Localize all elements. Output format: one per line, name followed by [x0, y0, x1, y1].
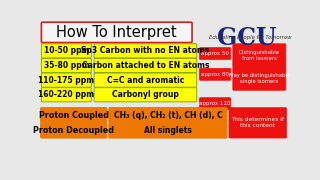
Text: 10-50 ppm: 10-50 ppm — [44, 46, 89, 55]
FancyBboxPatch shape — [41, 44, 91, 58]
Text: All singlets: All singlets — [144, 126, 192, 135]
Text: May be distinguishable
single isomers: May be distinguishable single isomers — [229, 73, 290, 84]
FancyBboxPatch shape — [199, 48, 231, 59]
FancyBboxPatch shape — [41, 88, 91, 102]
Text: C=C and aromatic: C=C and aromatic — [107, 76, 184, 85]
Text: This determines if
this content: This determines if this content — [231, 117, 284, 129]
Text: Sp3 Carbon with no EN atoms: Sp3 Carbon with no EN atoms — [81, 46, 210, 55]
FancyBboxPatch shape — [94, 88, 197, 102]
Text: approx 50: approx 50 — [201, 51, 229, 56]
FancyBboxPatch shape — [199, 68, 231, 80]
FancyBboxPatch shape — [109, 123, 227, 138]
Text: 160-220 ppm: 160-220 ppm — [38, 90, 94, 99]
Text: Educating People for Tomorrow: Educating People for Tomorrow — [209, 35, 291, 40]
FancyBboxPatch shape — [41, 73, 91, 87]
FancyBboxPatch shape — [199, 98, 231, 110]
Text: How To Interpret: How To Interpret — [56, 25, 177, 40]
Text: GCU: GCU — [217, 26, 276, 50]
FancyBboxPatch shape — [109, 108, 227, 123]
Text: Proton Decoupled: Proton Decoupled — [33, 126, 114, 135]
Text: approx 80: approx 80 — [201, 72, 229, 77]
FancyBboxPatch shape — [233, 67, 286, 90]
Text: Carbonyl group: Carbonyl group — [112, 90, 179, 99]
FancyBboxPatch shape — [41, 22, 192, 42]
FancyBboxPatch shape — [94, 44, 197, 58]
FancyBboxPatch shape — [94, 73, 197, 87]
FancyBboxPatch shape — [94, 58, 197, 73]
FancyBboxPatch shape — [41, 123, 107, 138]
FancyBboxPatch shape — [229, 108, 287, 138]
FancyBboxPatch shape — [233, 44, 286, 67]
Text: CH₃ (q), CH₂ (t), CH (d), C: CH₃ (q), CH₂ (t), CH (d), C — [114, 111, 222, 120]
FancyBboxPatch shape — [41, 108, 107, 123]
Text: Carbon attached to EN atoms: Carbon attached to EN atoms — [82, 61, 209, 70]
Text: Distinguishable
from isomers: Distinguishable from isomers — [239, 50, 280, 61]
Text: Proton Coupled: Proton Coupled — [39, 111, 109, 120]
Text: 35-80 ppm: 35-80 ppm — [44, 61, 89, 70]
Text: 110-175 ppm: 110-175 ppm — [38, 76, 94, 85]
FancyBboxPatch shape — [41, 58, 91, 73]
Text: approx 110: approx 110 — [199, 101, 231, 106]
